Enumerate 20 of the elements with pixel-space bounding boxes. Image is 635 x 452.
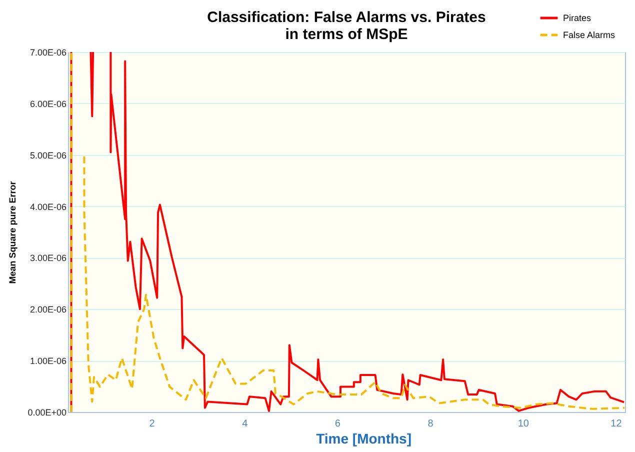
y-tick-label: 0.00E+00 [28,408,66,418]
x-tick-label: 12 [610,418,622,430]
y-axis-title: Mean Square pure Error [8,180,18,284]
y-tick-label: 7.00E-06 [30,48,66,58]
y-tick-label: 4.00E-06 [30,202,66,212]
y-tick-label: 5.00E-06 [30,150,66,160]
y-tick-label: 1.00E-06 [30,356,66,366]
legend-label: False Alarms [563,30,616,40]
x-tick-label: 10 [518,418,530,430]
x-axis-title: Time [Months] [316,430,412,446]
x-tick-label: 2 [149,418,156,430]
y-tick-label: 2.00E-06 [30,304,66,315]
legend-label: Pirates [563,13,592,23]
x-tick-label: 4 [242,418,248,430]
x-tick-label: 8 [428,418,434,430]
text: Classification: False Alarms vs. Pirates [207,9,486,26]
y-tick-label: 3.00E-06 [30,253,66,264]
x-tick-label: 6 [334,418,341,430]
y-tick-label: 6.00E-06 [30,98,66,109]
text: in terms of MSpE [285,26,408,43]
